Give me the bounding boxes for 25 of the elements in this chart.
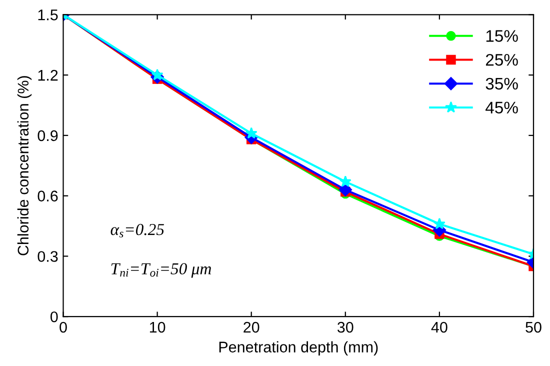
legend-label: 45% xyxy=(486,102,518,114)
y-tick-label: 1.5 xyxy=(38,10,58,20)
annotation: α$_{s}$=0.25 xyxy=(110,224,164,238)
x-tick-label: 50 xyxy=(526,322,542,333)
y-tick-label: 0.3 xyxy=(38,251,58,262)
x-tick-label: 0 xyxy=(60,322,67,333)
point xyxy=(151,68,164,80)
legend-label: 15% xyxy=(486,30,518,42)
x-axis-title: Penetration depth (mm) xyxy=(219,341,378,356)
y-tick-label: 0.6 xyxy=(38,190,58,202)
point xyxy=(245,127,258,139)
x-tick-label: 30 xyxy=(337,322,354,333)
point xyxy=(338,183,352,196)
x-tick-label: 10 xyxy=(150,322,166,333)
y-tick-label: 0 xyxy=(50,311,58,322)
legend-label: 25% xyxy=(486,54,518,66)
y-tick-label: 0.9 xyxy=(38,130,58,142)
point xyxy=(433,218,446,230)
x-tick-label: 20 xyxy=(244,322,260,333)
y-tick-label: 1.2 xyxy=(38,70,58,81)
x-tick-label: 40 xyxy=(431,322,448,333)
annotation: T$_{ni}$=T$_{oi}$=50 μm xyxy=(111,263,212,278)
legend-label: 35% xyxy=(486,78,518,90)
point xyxy=(339,175,352,187)
y-axis-title: Chloride concentration (%) xyxy=(17,76,32,256)
